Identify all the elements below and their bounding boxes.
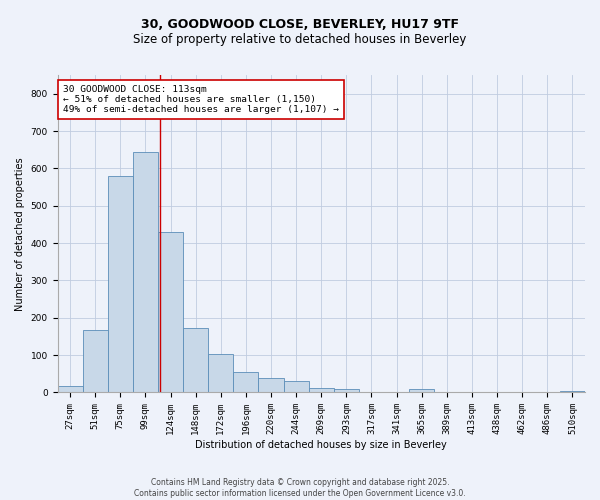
Bar xyxy=(183,328,208,392)
Bar xyxy=(259,378,284,392)
Bar xyxy=(409,390,434,392)
Text: Size of property relative to detached houses in Beverley: Size of property relative to detached ho… xyxy=(133,32,467,46)
Bar xyxy=(83,330,108,392)
Bar xyxy=(133,152,158,392)
Bar xyxy=(284,382,309,392)
Bar xyxy=(334,388,359,392)
Bar xyxy=(108,176,133,392)
Text: Contains HM Land Registry data © Crown copyright and database right 2025.
Contai: Contains HM Land Registry data © Crown c… xyxy=(134,478,466,498)
Bar xyxy=(560,390,585,392)
Bar xyxy=(309,388,334,392)
Text: 30 GOODWOOD CLOSE: 113sqm
← 51% of detached houses are smaller (1,150)
49% of se: 30 GOODWOOD CLOSE: 113sqm ← 51% of detac… xyxy=(63,84,339,114)
Bar xyxy=(208,354,233,393)
Bar xyxy=(58,386,83,392)
Bar xyxy=(233,372,259,392)
Bar xyxy=(158,232,183,392)
Y-axis label: Number of detached properties: Number of detached properties xyxy=(15,157,25,310)
X-axis label: Distribution of detached houses by size in Beverley: Distribution of detached houses by size … xyxy=(196,440,447,450)
Text: 30, GOODWOOD CLOSE, BEVERLEY, HU17 9TF: 30, GOODWOOD CLOSE, BEVERLEY, HU17 9TF xyxy=(141,18,459,30)
